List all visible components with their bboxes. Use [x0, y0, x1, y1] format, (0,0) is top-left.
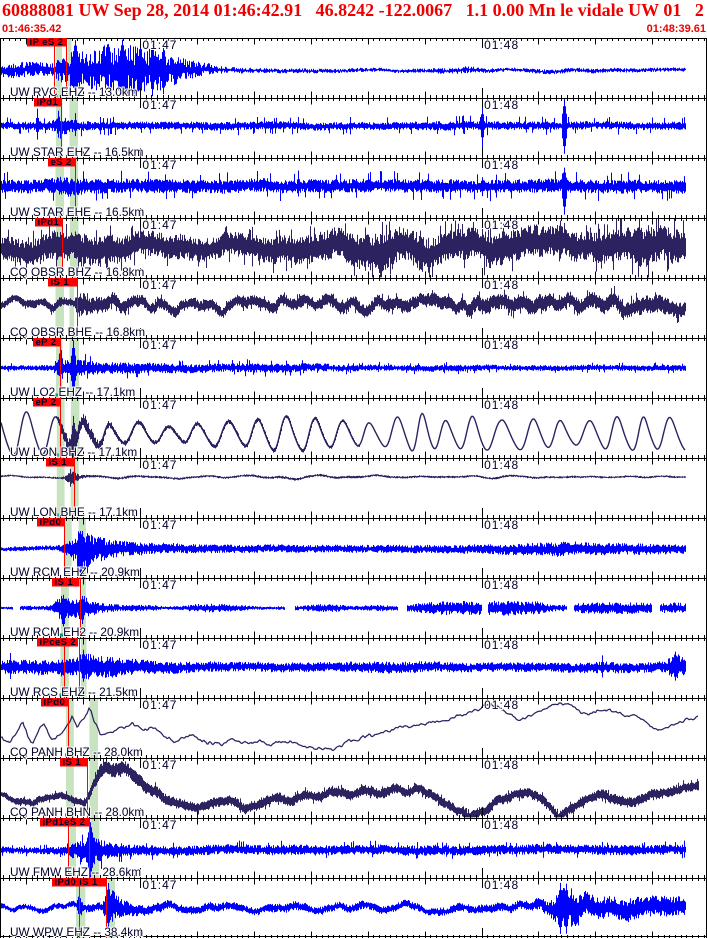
svg-text:UW STAR EHE -- 16.5km: UW STAR EHE -- 16.5km [10, 205, 144, 219]
svg-text:iPd1: iPd1 [37, 97, 59, 108]
svg-text:UW LON BHE -- 17.1km: UW LON BHE -- 17.1km [10, 505, 138, 519]
svg-text:01:48: 01:48 [484, 158, 519, 172]
svg-text:01:47: 01:47 [142, 398, 177, 412]
svg-text:UW FMW EHZ -- 28.6km: UW FMW EHZ -- 28.6km [10, 865, 141, 879]
svg-text:iPd1: iPd1 [38, 217, 60, 228]
svg-text:01:48: 01:48 [484, 638, 519, 652]
svg-text:01:47: 01:47 [142, 278, 177, 292]
svg-text:UW LO2 EHZ -- 17.1km: UW LO2 EHZ -- 17.1km [10, 385, 135, 399]
svg-text:iPd0: iPd0 [44, 697, 66, 708]
svg-text:01:48: 01:48 [484, 218, 519, 232]
svg-text:01:48: 01:48 [484, 338, 519, 352]
svg-text:01:47: 01:47 [142, 518, 177, 532]
svg-text:iS 1: iS 1 [63, 757, 82, 768]
svg-text:01:48: 01:48 [484, 818, 519, 832]
svg-text:UW RCM EH2 -- 20.9km: UW RCM EH2 -- 20.9km [10, 625, 139, 639]
svg-text:iP eS 2: iP eS 2 [30, 37, 64, 48]
svg-text:01:47: 01:47 [142, 578, 177, 592]
svg-text:01:47: 01:47 [142, 458, 177, 472]
svg-text:UW STAR EHZ -- 16.5km: UW STAR EHZ -- 16.5km [10, 145, 144, 159]
svg-text:01:48: 01:48 [484, 398, 519, 412]
svg-text:01:47: 01:47 [142, 38, 177, 52]
svg-text:iS 1: iS 1 [49, 457, 68, 468]
svg-text:01:48: 01:48 [484, 578, 519, 592]
svg-text:01:47: 01:47 [142, 758, 177, 772]
svg-text:01:47: 01:47 [142, 218, 177, 232]
svg-text:01:47: 01:47 [142, 638, 177, 652]
svg-text:01:48: 01:48 [484, 758, 519, 772]
svg-text:CQ PANH BHN -- 28.0km: CQ PANH BHN -- 28.0km [10, 805, 144, 819]
svg-text:UW WPW EHZ -- 38.4km: UW WPW EHZ -- 38.4km [10, 925, 143, 938]
svg-text:eS 2: eS 2 [51, 157, 72, 168]
svg-text:01:47: 01:47 [142, 158, 177, 172]
svg-text:UW RCS EHZ -- 21.5km: UW RCS EHZ -- 21.5km [10, 685, 138, 699]
svg-text:iPceS 2: iPceS 2 [40, 637, 77, 648]
svg-text:UW RCM EHZ -- 20.9km: UW RCM EHZ -- 20.9km [10, 565, 140, 579]
svg-text:CQ OBSR BHE -- 16.8km: CQ OBSR BHE -- 16.8km [10, 325, 145, 339]
svg-text:01:47: 01:47 [142, 698, 177, 712]
svg-text:01:47: 01:47 [142, 878, 177, 892]
svg-text:iS 1: iS 1 [51, 277, 70, 288]
svg-text:01:48: 01:48 [484, 878, 519, 892]
svg-text:01:48: 01:48 [484, 278, 519, 292]
svg-text:01:48: 01:48 [484, 98, 519, 112]
svg-text:01:48: 01:48 [484, 698, 519, 712]
svg-text:01:47: 01:47 [142, 818, 177, 832]
svg-text:iPd0: iPd0 [40, 517, 62, 528]
svg-text:UW RVC EHZ -- 13.0km: UW RVC EHZ -- 13.0km [10, 85, 138, 99]
svg-text:CQ OBSR BHZ -- 16.8km: CQ OBSR BHZ -- 16.8km [10, 265, 145, 279]
svg-text:eP 2: eP 2 [36, 397, 57, 408]
svg-text:iPd1eS 2: iPd1eS 2 [43, 817, 86, 828]
svg-text:01:48: 01:48 [484, 458, 519, 472]
svg-text:iS 1: iS 1 [55, 577, 74, 588]
svg-text:01:48: 01:48 [484, 38, 519, 52]
svg-text:eP 2: eP 2 [36, 337, 57, 348]
svg-text:01:48: 01:48 [484, 518, 519, 532]
svg-text:UW LON BHZ -- 17.1km: UW LON BHZ -- 17.1km [10, 445, 137, 459]
svg-text:01:47: 01:47 [142, 98, 177, 112]
svg-text:CQ PANH BHZ -- 28.0km: CQ PANH BHZ -- 28.0km [10, 745, 143, 759]
svg-text:01:47: 01:47 [142, 338, 177, 352]
svg-text:iPd0 iS 1: iPd0 iS 1 [55, 877, 99, 888]
